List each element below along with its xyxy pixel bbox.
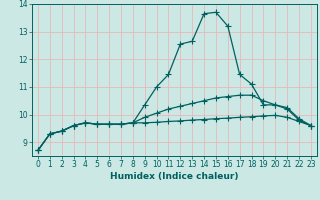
X-axis label: Humidex (Indice chaleur): Humidex (Indice chaleur) bbox=[110, 172, 239, 181]
